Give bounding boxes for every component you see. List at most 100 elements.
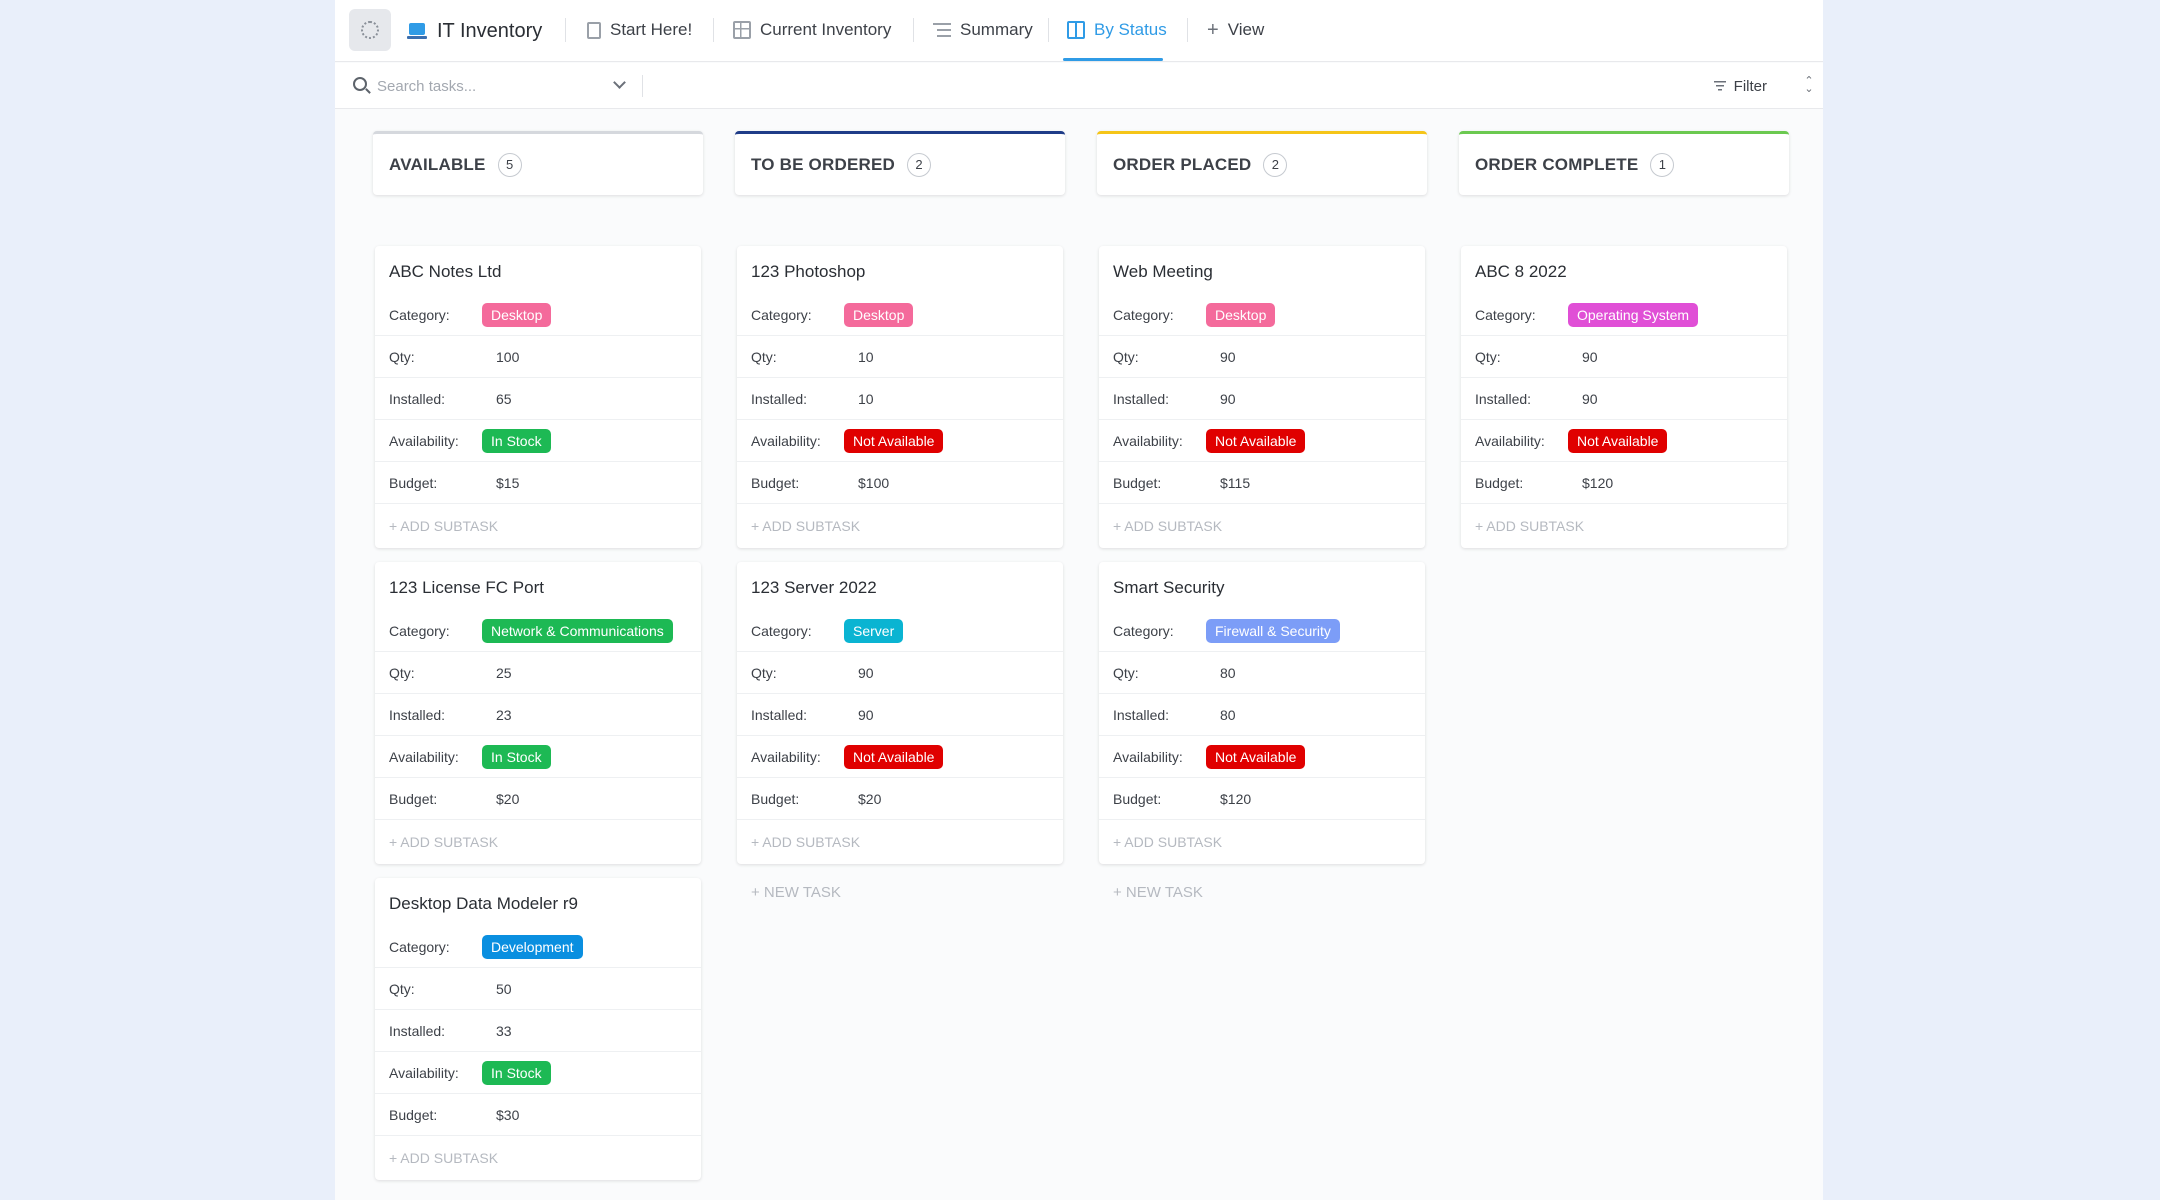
card-title[interactable]: Web Meeting <box>1113 262 1213 281</box>
field-availability: Availability: In Stock <box>375 1052 701 1094</box>
installed-value[interactable]: 90 <box>1220 390 1236 407</box>
category-tag[interactable]: Firewall & Security <box>1206 618 1340 643</box>
qty-value[interactable]: 90 <box>1582 348 1598 365</box>
search-input[interactable] <box>377 75 607 97</box>
add-subtask-button[interactable]: + ADD SUBTASK <box>751 518 861 534</box>
add-subtask-button[interactable]: + ADD SUBTASK <box>389 1150 499 1166</box>
tab-by-status[interactable]: By Status <box>1067 16 1167 44</box>
sidebar-toggle-button[interactable] <box>349 9 391 51</box>
category-tag[interactable]: Desktop <box>1206 302 1276 327</box>
budget-value[interactable]: $120 <box>1220 790 1252 807</box>
availability-tag[interactable]: Not Available <box>844 744 944 769</box>
category-tag[interactable]: Development <box>482 934 583 959</box>
card-title[interactable]: 123 Server 2022 <box>751 578 877 597</box>
chevron-down-icon[interactable] <box>613 76 626 89</box>
app-window: IT Inventory Start Here! Current Invento… <box>335 0 1823 1200</box>
qty-value[interactable]: 10 <box>858 348 874 365</box>
availability-tag[interactable]: Not Available <box>1568 428 1668 453</box>
field-label: Budget: <box>389 790 438 807</box>
tab-current-inventory[interactable]: Current Inventory <box>733 16 891 44</box>
card-title[interactable]: 123 Photoshop <box>751 262 866 281</box>
card-title[interactable]: ABC 8 2022 <box>1475 262 1567 281</box>
availability-tag[interactable]: In Stock <box>482 1060 551 1085</box>
availability-tag[interactable]: In Stock <box>482 428 551 453</box>
add-view-button[interactable]: + View <box>1207 16 1264 44</box>
tab-summary[interactable]: Summary <box>933 16 1033 44</box>
field-label: Installed: <box>751 706 808 723</box>
task-card[interactable]: 123 Server 2022 Category: Server Qty: 90… <box>737 562 1063 864</box>
installed-value[interactable]: 10 <box>858 390 874 407</box>
qty-value[interactable]: 80 <box>1220 664 1236 681</box>
installed-value[interactable]: 80 <box>1220 706 1236 723</box>
field-label: Category: <box>389 938 450 955</box>
column-count-badge: 5 <box>497 152 522 177</box>
installed-value[interactable]: 65 <box>496 390 512 407</box>
qty-value[interactable]: 90 <box>1220 348 1236 365</box>
availability-tag[interactable]: Not Available <box>1206 744 1306 769</box>
new-task-button[interactable]: + NEW TASK <box>751 884 841 901</box>
card-title[interactable]: Smart Security <box>1113 578 1225 597</box>
card-title[interactable]: Desktop Data Modeler r9 <box>389 894 578 913</box>
installed-value[interactable]: 23 <box>496 706 512 723</box>
sort-icon[interactable]: ⌃ ⌄ <box>1804 75 1814 95</box>
tab-start-here[interactable]: Start Here! <box>587 16 692 44</box>
field-label: Qty: <box>389 980 415 997</box>
category-tag[interactable]: Server <box>844 618 904 643</box>
availability-tag[interactable]: In Stock <box>482 744 551 769</box>
filter-button[interactable]: Filter <box>1713 76 1767 96</box>
field-label: Availability: <box>389 432 459 449</box>
add-subtask-button[interactable]: + ADD SUBTASK <box>751 834 861 850</box>
column-header[interactable]: TO BE ORDERED 2 <box>735 131 1065 195</box>
field-label: Qty: <box>1113 348 1139 365</box>
installed-value[interactable]: 90 <box>1582 390 1598 407</box>
installed-value[interactable]: 90 <box>858 706 874 723</box>
field-installed: Installed: 33 <box>375 1010 701 1052</box>
card-title[interactable]: 123 License FC Port <box>389 578 544 597</box>
budget-value[interactable]: $20 <box>858 790 882 807</box>
availability-tag[interactable]: Not Available <box>1206 428 1306 453</box>
qty-value[interactable]: 90 <box>858 664 874 681</box>
budget-value[interactable]: $100 <box>858 474 890 491</box>
budget-value[interactable]: $30 <box>496 1106 520 1123</box>
laptop-icon <box>407 23 427 39</box>
field-label: Availability: <box>1113 432 1183 449</box>
field-qty: Qty: 25 <box>375 652 701 694</box>
task-card[interactable]: Web Meeting Category: Desktop Qty: 90 In… <box>1099 246 1425 548</box>
category-tag[interactable]: Desktop <box>844 302 914 327</box>
budget-value[interactable]: $20 <box>496 790 520 807</box>
new-task-button[interactable]: + NEW TASK <box>1113 884 1203 901</box>
tab-divider <box>913 18 914 42</box>
page-title[interactable]: IT Inventory <box>407 18 542 44</box>
availability-tag[interactable]: Not Available <box>844 428 944 453</box>
task-card[interactable]: 123 Photoshop Category: Desktop Qty: 10 … <box>737 246 1063 548</box>
budget-value[interactable]: $15 <box>496 474 520 491</box>
qty-value[interactable]: 100 <box>496 348 520 365</box>
category-tag[interactable]: Desktop <box>482 302 552 327</box>
category-tag[interactable]: Network & Communications <box>482 618 673 643</box>
card-title[interactable]: ABC Notes Ltd <box>389 262 502 281</box>
task-card[interactable]: ABC Notes Ltd Category: Desktop Qty: 100… <box>375 246 701 548</box>
field-label: Qty: <box>751 664 777 681</box>
add-subtask-button[interactable]: + ADD SUBTASK <box>389 834 499 850</box>
task-card[interactable]: 123 License FC Port Category: Network & … <box>375 562 701 864</box>
field-budget: Budget: $30 <box>375 1094 701 1136</box>
field-category: Category: Desktop <box>1099 294 1425 336</box>
column-header[interactable]: ORDER COMPLETE 1 <box>1459 131 1789 195</box>
qty-value[interactable]: 50 <box>496 980 512 997</box>
budget-value[interactable]: $115 <box>1220 474 1251 491</box>
category-tag[interactable]: Operating System <box>1568 302 1699 327</box>
add-subtask-button[interactable]: + ADD SUBTASK <box>1113 518 1223 534</box>
field-label: Availability: <box>389 1064 459 1081</box>
add-subtask-button[interactable]: + ADD SUBTASK <box>1475 518 1585 534</box>
field-category: Category: Server <box>737 610 1063 652</box>
column-header[interactable]: ORDER PLACED 2 <box>1097 131 1427 195</box>
column-header[interactable]: AVAILABLE 5 <box>373 131 703 195</box>
task-card[interactable]: Smart Security Category: Firewall & Secu… <box>1099 562 1425 864</box>
task-card[interactable]: Desktop Data Modeler r9 Category: Develo… <box>375 878 701 1180</box>
add-subtask-button[interactable]: + ADD SUBTASK <box>389 518 499 534</box>
add-subtask-button[interactable]: + ADD SUBTASK <box>1113 834 1223 850</box>
installed-value[interactable]: 33 <box>496 1022 512 1039</box>
qty-value[interactable]: 25 <box>496 664 512 681</box>
task-card[interactable]: ABC 8 2022 Category: Operating System Qt… <box>1461 246 1787 548</box>
budget-value[interactable]: $120 <box>1582 474 1614 491</box>
